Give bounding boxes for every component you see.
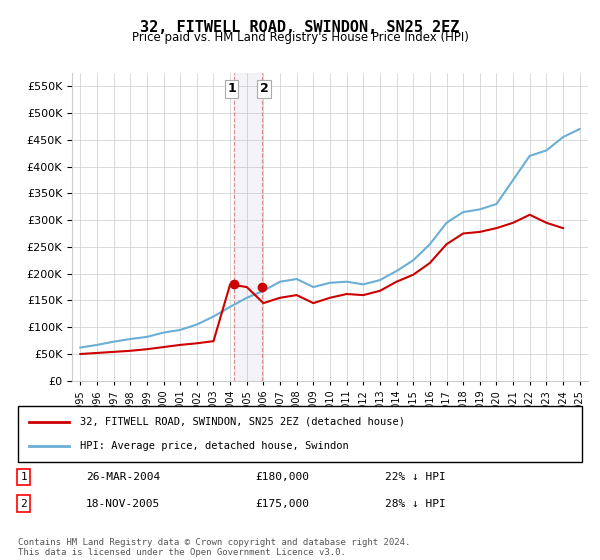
Text: Contains HM Land Registry data © Crown copyright and database right 2024.
This d: Contains HM Land Registry data © Crown c… [18, 538, 410, 557]
Text: Price paid vs. HM Land Registry's House Price Index (HPI): Price paid vs. HM Land Registry's House … [131, 31, 469, 44]
Text: 32, FITWELL ROAD, SWINDON, SN25 2EZ (detached house): 32, FITWELL ROAD, SWINDON, SN25 2EZ (det… [80, 417, 405, 427]
Text: 1: 1 [227, 82, 236, 95]
Text: 18-NOV-2005: 18-NOV-2005 [86, 498, 160, 508]
Text: 26-MAR-2004: 26-MAR-2004 [86, 472, 160, 482]
Text: 2: 2 [260, 82, 269, 95]
FancyBboxPatch shape [18, 406, 582, 462]
Text: 28% ↓ HPI: 28% ↓ HPI [385, 498, 445, 508]
Text: £180,000: £180,000 [255, 472, 309, 482]
Text: 32, FITWELL ROAD, SWINDON, SN25 2EZ: 32, FITWELL ROAD, SWINDON, SN25 2EZ [140, 20, 460, 35]
Text: £175,000: £175,000 [255, 498, 309, 508]
Text: 2: 2 [20, 498, 27, 508]
Text: 1: 1 [20, 472, 27, 482]
Text: HPI: Average price, detached house, Swindon: HPI: Average price, detached house, Swin… [80, 441, 349, 451]
Text: 22% ↓ HPI: 22% ↓ HPI [385, 472, 445, 482]
Bar [234, 73, 262, 381]
